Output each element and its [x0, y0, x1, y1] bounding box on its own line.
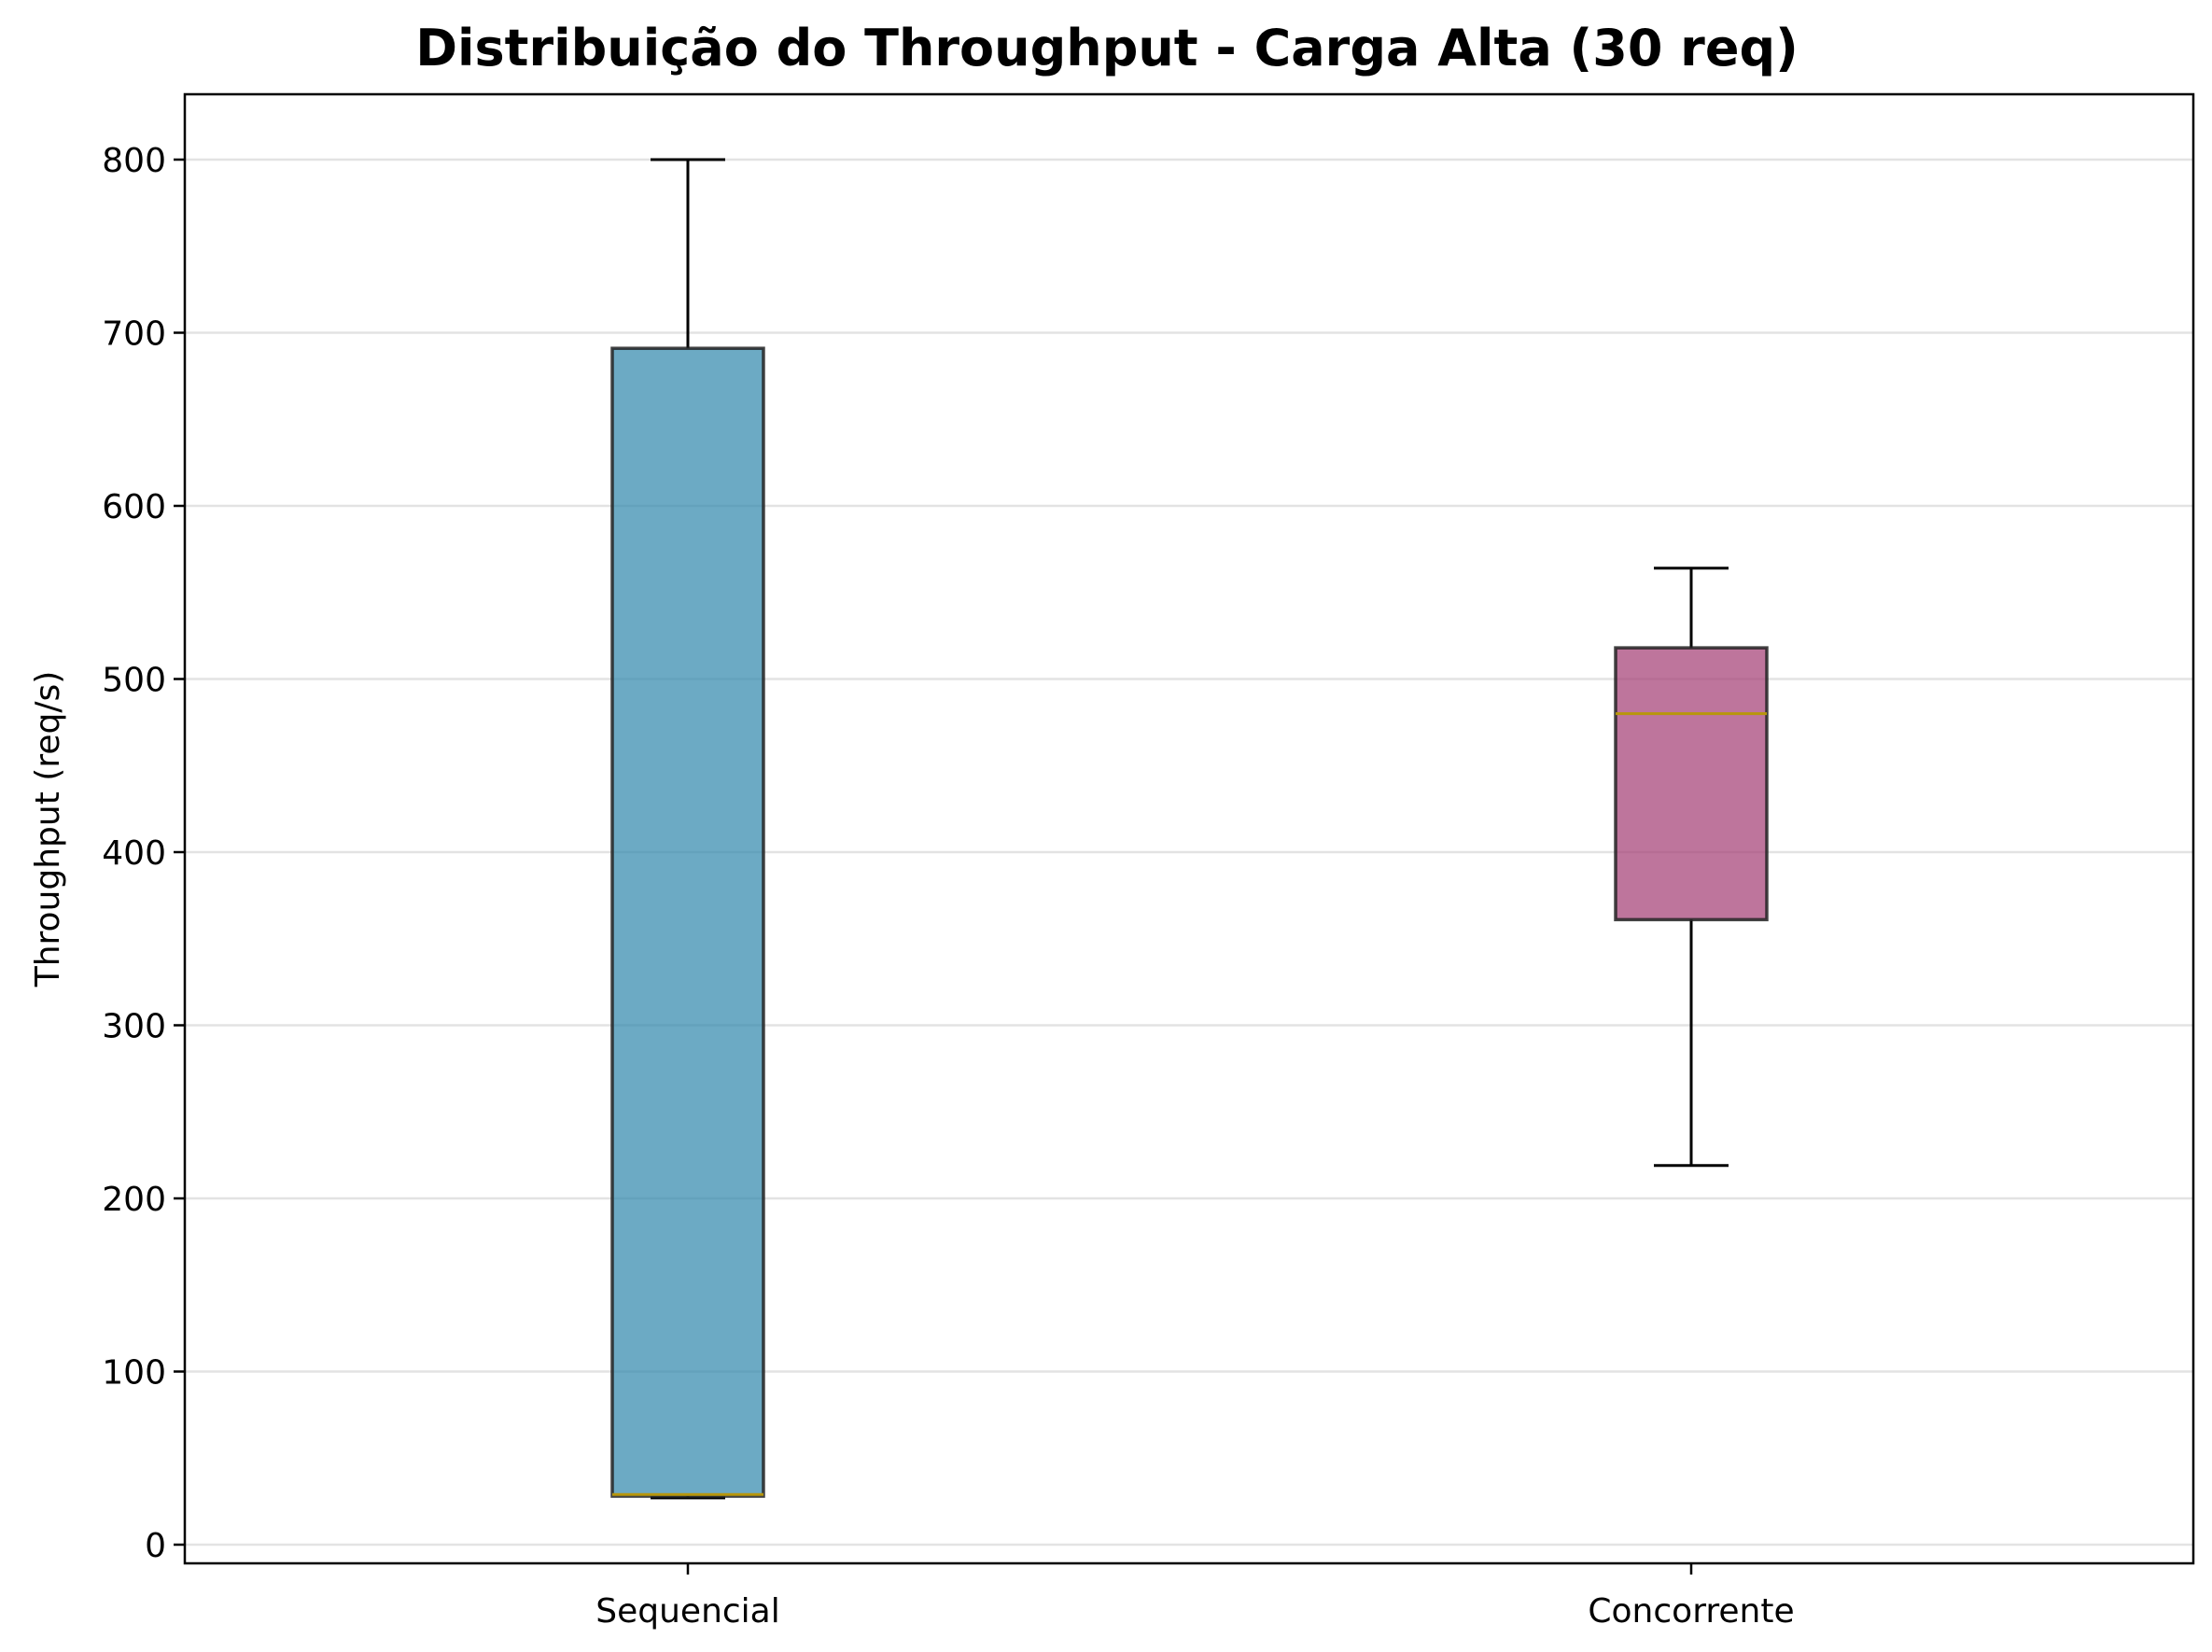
y-tick-label: 100 — [102, 1354, 166, 1393]
x-axis: Sequencial Concorrente — [595, 1563, 1795, 1631]
y-tick-label: 500 — [102, 662, 166, 700]
y-axis: 0 100 200 300 400 500 600 700 800 — [102, 142, 185, 1565]
chart-title: Distribuição do Throughput - Carga Alta … — [415, 19, 1799, 77]
box-body — [1614, 646, 1769, 922]
boxes — [610, 158, 1769, 1500]
y-axis-label: Throughput (req/s) — [29, 671, 67, 988]
box-concorrente — [1614, 567, 1769, 1168]
grid-lines — [185, 158, 2193, 1547]
box-sequencial — [610, 158, 765, 1500]
box-body — [610, 346, 765, 1498]
y-tick-label: 400 — [102, 834, 166, 873]
x-tick-label: Concorrente — [1588, 1592, 1794, 1631]
y-tick-label: 200 — [102, 1181, 166, 1219]
y-tick-label: 800 — [102, 142, 166, 180]
y-tick-label: 700 — [102, 315, 166, 354]
x-tick-label: Sequencial — [595, 1592, 780, 1631]
plot-frame — [183, 92, 2195, 1565]
y-tick-label: 300 — [102, 1008, 166, 1046]
y-tick-label: 0 — [145, 1527, 166, 1565]
y-tick-label: 600 — [102, 488, 166, 526]
